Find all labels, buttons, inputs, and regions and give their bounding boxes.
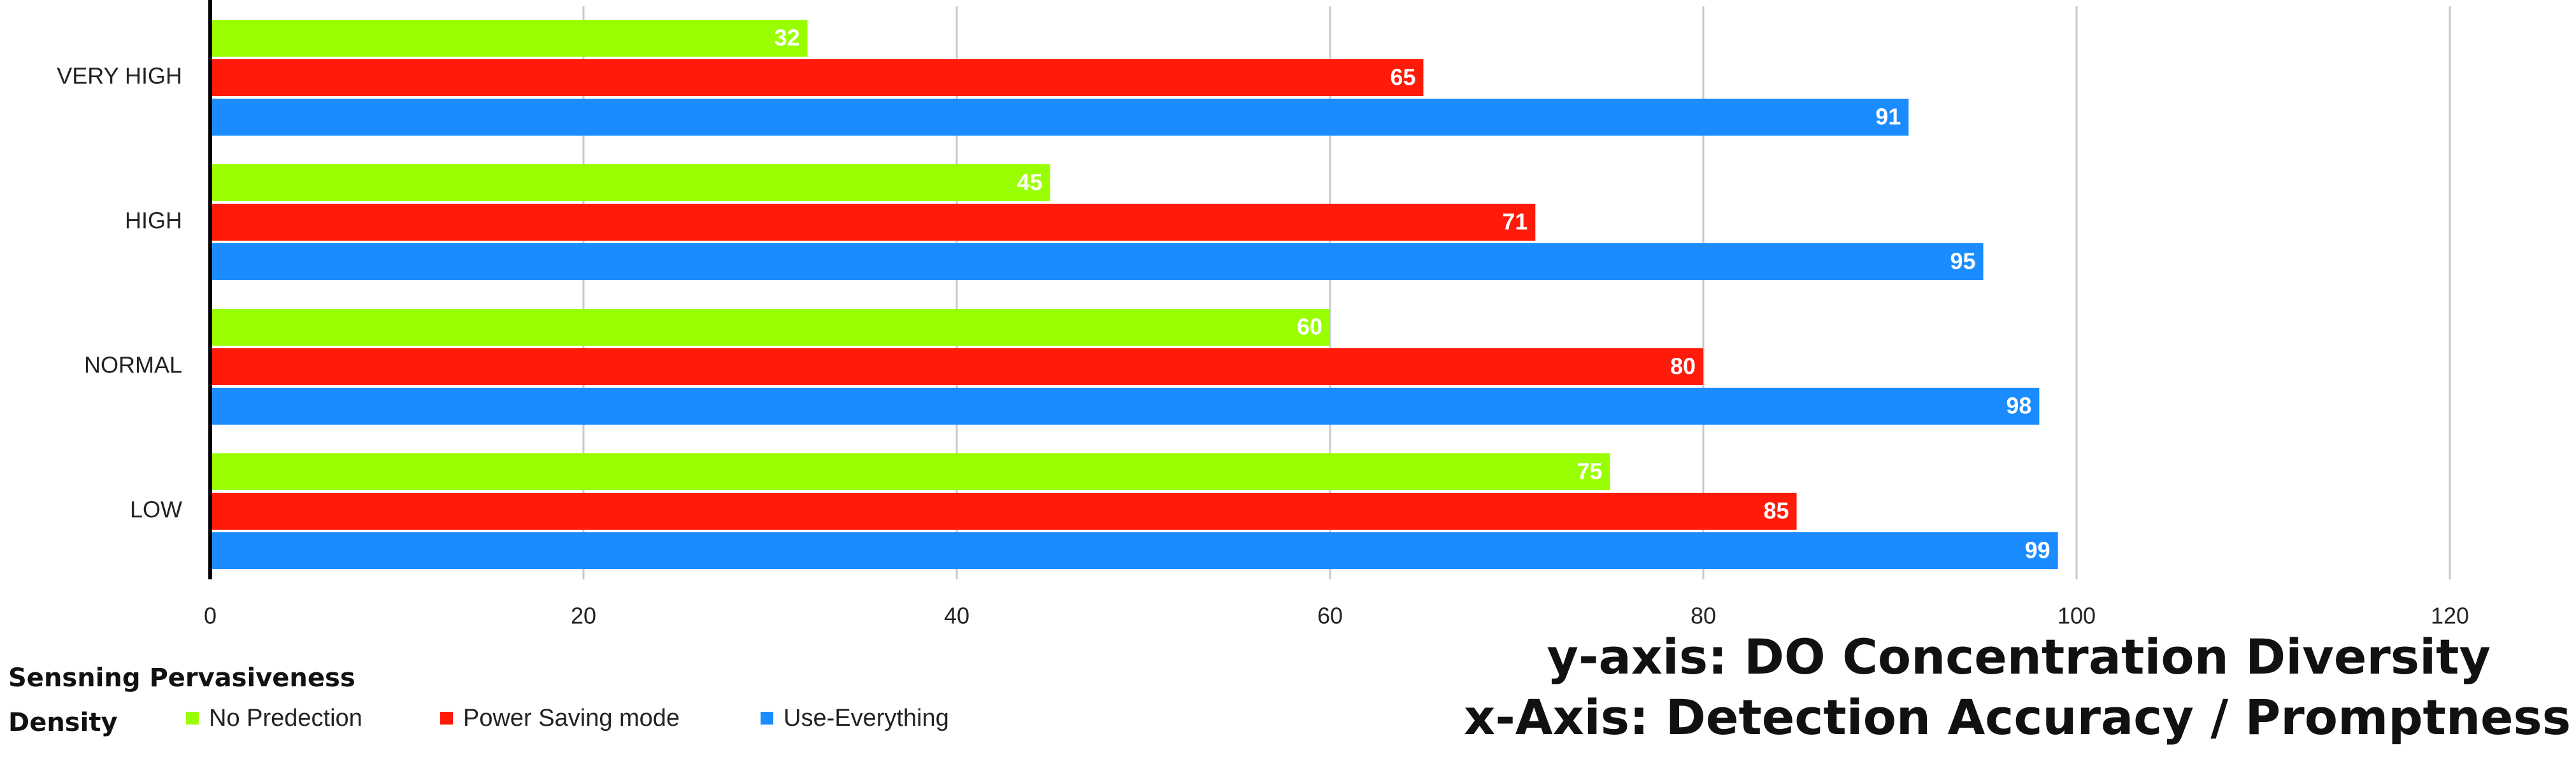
bar bbox=[210, 59, 1424, 96]
bar bbox=[210, 493, 1797, 530]
x-tick-label: 60 bbox=[1317, 603, 1343, 629]
legend-swatch bbox=[440, 712, 453, 725]
value-label: 32 bbox=[775, 25, 800, 51]
bar bbox=[210, 243, 1984, 280]
x-tick-label: 80 bbox=[1691, 603, 1716, 629]
bar bbox=[210, 204, 1536, 241]
annotation: y-axis: DO Concentration Diversity bbox=[1547, 628, 2491, 685]
value-label: 85 bbox=[1763, 498, 1789, 524]
legend-label: Power Saving mode bbox=[463, 705, 680, 732]
value-label: 80 bbox=[1670, 353, 1696, 379]
y-tick-label: LOW bbox=[130, 497, 182, 523]
x-tick-label: 0 bbox=[204, 603, 217, 629]
value-label: 99 bbox=[2025, 537, 2050, 563]
legend-title: Sensning Pervasiveness Density bbox=[8, 663, 355, 737]
value-label: 95 bbox=[1950, 248, 1975, 274]
x-tick-label: 20 bbox=[571, 603, 596, 629]
legend-label: Use-Everything bbox=[784, 705, 949, 732]
bar bbox=[210, 453, 1610, 490]
y-tick-label: NORMAL bbox=[84, 352, 182, 378]
value-label: 91 bbox=[1875, 104, 1901, 130]
bar bbox=[210, 99, 1909, 136]
value-label: 98 bbox=[2006, 393, 2031, 419]
value-label: 60 bbox=[1297, 314, 1322, 340]
bar bbox=[210, 164, 1050, 201]
bar bbox=[210, 20, 808, 57]
bar bbox=[210, 388, 2040, 425]
legend-label: No Predection bbox=[209, 705, 362, 732]
x-tick-label: 120 bbox=[2431, 603, 2469, 629]
value-label: 75 bbox=[1577, 458, 1602, 485]
legend-swatch bbox=[761, 712, 773, 725]
x-tick-label: 40 bbox=[944, 603, 970, 629]
bar bbox=[210, 309, 1330, 346]
value-label: 45 bbox=[1017, 169, 1042, 195]
y-tick-label: HIGH bbox=[125, 208, 182, 234]
bar bbox=[210, 348, 1703, 385]
value-label: 65 bbox=[1390, 64, 1415, 90]
annotation: x-Axis: Detection Accuracy / Promptness bbox=[1464, 689, 2571, 746]
bar bbox=[210, 532, 2058, 569]
x-tick-label: 100 bbox=[2057, 603, 2096, 629]
y-tick-label: VERY HIGH bbox=[57, 63, 182, 89]
value-label: 71 bbox=[1502, 209, 1528, 235]
legend-swatch bbox=[186, 712, 199, 725]
